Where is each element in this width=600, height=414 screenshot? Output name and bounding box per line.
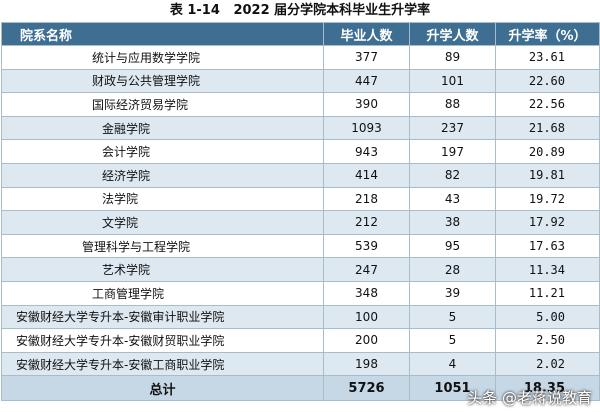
further-study-count: 88	[409, 92, 496, 117]
table-row: 国际经济贸易学院 390 88 22.56	[1, 92, 600, 117]
further-study-count: 197	[409, 139, 496, 164]
table-row: 安徽财经大学专升本-安徽审计职业学院 100 5 5.00	[1, 304, 600, 330]
graduates-count: 218	[323, 186, 410, 212]
further-study-rate: 2.50	[495, 328, 600, 353]
table-caption: 表 1-14 2022 届分学院本科毕业生升学率	[169, 3, 431, 18]
graduates-count: 377	[323, 45, 410, 70]
graduates-count: 1093	[323, 115, 410, 141]
graduates-count: 212	[323, 210, 410, 235]
table-row: 安徽财经大学专升本-安徽工商职业学院 198 4 2.02	[1, 351, 600, 377]
graduates-count: 200	[323, 328, 410, 353]
graduates-count: 414	[323, 162, 410, 188]
further-study-rate: 19.81	[495, 162, 600, 188]
further-study-count: 5	[409, 328, 496, 353]
table-header-row: 院系名称 毕业人数 升学人数 升学率（%）	[1, 22, 600, 46]
graduates-count: 198	[323, 351, 410, 377]
department-name: 会计学院	[1, 139, 324, 164]
department-name: 安徽财经大学专升本-安徽财贸职业学院	[1, 328, 324, 353]
department-name: 法学院	[1, 186, 324, 212]
further-study-count: 43	[409, 186, 496, 212]
watermark-text: 头条 @老蒋说教育	[467, 389, 592, 407]
table-row: 财政与公共管理学院 447 101 22.60	[1, 68, 600, 94]
graduates-count: 100	[323, 304, 410, 330]
header-graduates: 毕业人数	[323, 22, 410, 46]
further-study-rate: 22.60	[495, 68, 600, 94]
department-name: 金融学院	[1, 115, 324, 141]
header-further-study: 升学人数	[409, 22, 496, 46]
department-name: 国际经济贸易学院	[1, 92, 324, 117]
department-name: 统计与应用数学学院	[1, 45, 324, 70]
graduates-count: 539	[323, 233, 410, 259]
table-row: 金融学院 1093 237 21.68	[1, 115, 600, 141]
graduates-count: 348	[323, 280, 410, 306]
graduates-count: 390	[323, 92, 410, 117]
table-row: 会计学院 943 197 20.89	[1, 139, 600, 164]
further-study-count: 39	[409, 280, 496, 306]
further-study-rate: 2.02	[495, 351, 600, 377]
total-rate: 18.35	[495, 375, 600, 402]
department-name: 安徽财经大学专升本-安徽工商职业学院	[1, 351, 324, 377]
department-name: 安徽财经大学专升本-安徽审计职业学院	[1, 304, 324, 330]
further-study-count: 82	[409, 162, 496, 188]
further-study-count: 28	[409, 257, 496, 282]
total-graduates: 5726	[323, 375, 410, 402]
table-row: 经济学院 414 82 19.81	[1, 162, 600, 188]
table-row: 艺术学院 247 28 11.34	[1, 257, 600, 282]
table-row: 工商管理学院 348 39 11.21	[1, 280, 600, 306]
table-row: 文学院 212 38 17.92	[1, 210, 600, 235]
further-study-rate: 11.34	[495, 257, 600, 282]
further-study-rate: 17.63	[495, 233, 600, 259]
further-study-count: 89	[409, 45, 496, 70]
graduation-rate-table: 院系名称 毕业人数 升学人数 升学率（%） 统计与应用数学学院 377 89 2…	[1, 22, 600, 402]
further-study-count: 4	[409, 351, 496, 377]
department-name: 财政与公共管理学院	[1, 68, 324, 94]
graduates-count: 247	[323, 257, 410, 282]
graduates-count: 447	[323, 68, 410, 94]
total-label: 总计	[1, 375, 324, 402]
further-study-rate: 20.89	[495, 139, 600, 164]
further-study-rate: 5.00	[495, 304, 600, 330]
further-study-rate: 22.56	[495, 92, 600, 117]
further-study-count: 237	[409, 115, 496, 141]
further-study-rate: 11.21	[495, 280, 600, 306]
graduates-count: 943	[323, 139, 410, 164]
further-study-rate: 19.72	[495, 186, 600, 212]
header-department: 院系名称	[1, 22, 324, 46]
table-row: 法学院 218 43 19.72	[1, 186, 600, 212]
further-study-count: 38	[409, 210, 496, 235]
table-row: 安徽财经大学专升本-安徽财贸职业学院 200 5 2.50	[1, 328, 600, 353]
table-row: 统计与应用数学学院 377 89 23.61	[1, 45, 600, 70]
further-study-rate: 17.92	[495, 210, 600, 235]
department-name: 艺术学院	[1, 257, 324, 282]
watermark: 头条 @老蒋说教育	[467, 387, 592, 408]
table-row: 管理科学与工程学院 539 95 17.63	[1, 233, 600, 259]
total-row: 总计 5726 1051 18.35	[1, 375, 600, 402]
further-study-rate: 21.68	[495, 115, 600, 141]
department-name: 管理科学与工程学院	[1, 233, 324, 259]
department-name: 文学院	[1, 210, 324, 235]
header-rate: 升学率（%）	[495, 22, 600, 46]
further-study-count: 95	[409, 233, 496, 259]
department-name: 工商管理学院	[1, 280, 324, 306]
further-study-rate: 23.61	[495, 45, 600, 70]
further-study-count: 5	[409, 304, 496, 330]
total-further-study: 1051	[409, 375, 496, 402]
further-study-count: 101	[409, 68, 496, 94]
department-name: 经济学院	[1, 162, 324, 188]
